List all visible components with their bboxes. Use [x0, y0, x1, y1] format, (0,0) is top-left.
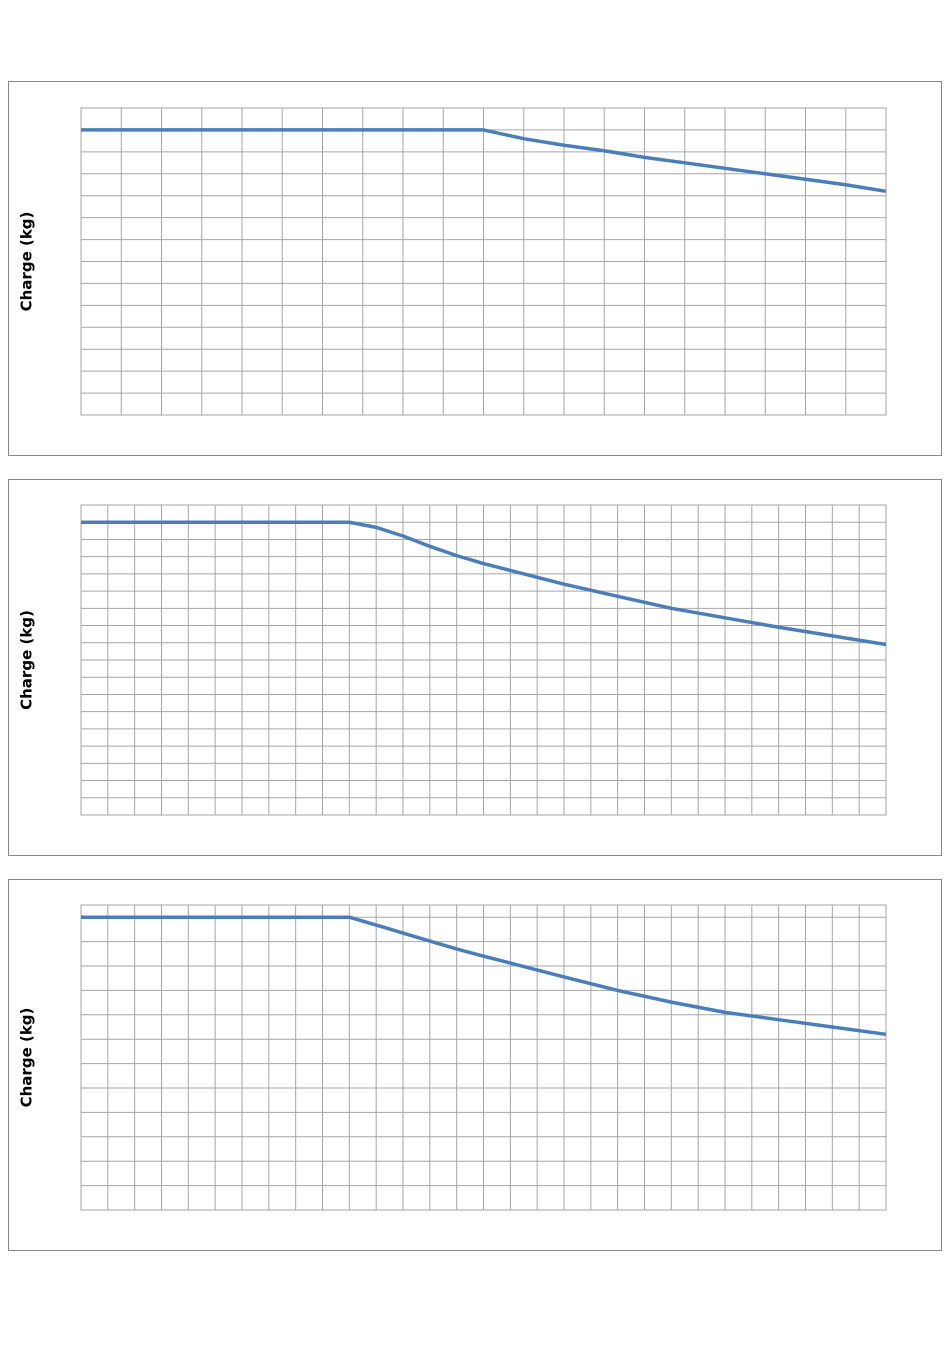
chart: Charge (kg)	[8, 879, 942, 1251]
y-axis-label: Charge (kg)	[18, 212, 36, 312]
chart-frame	[8, 879, 942, 1251]
y-axis-label: Charge (kg)	[18, 610, 36, 710]
chart: Charge (kg)	[8, 479, 942, 856]
chart-frame	[8, 479, 942, 856]
chart-frame	[8, 81, 942, 456]
data-line	[81, 520, 887, 647]
data-line	[81, 915, 887, 1037]
chart: Charge (kg)	[8, 81, 942, 456]
data-line	[81, 128, 887, 194]
y-axis-label: Charge (kg)	[18, 1008, 36, 1108]
